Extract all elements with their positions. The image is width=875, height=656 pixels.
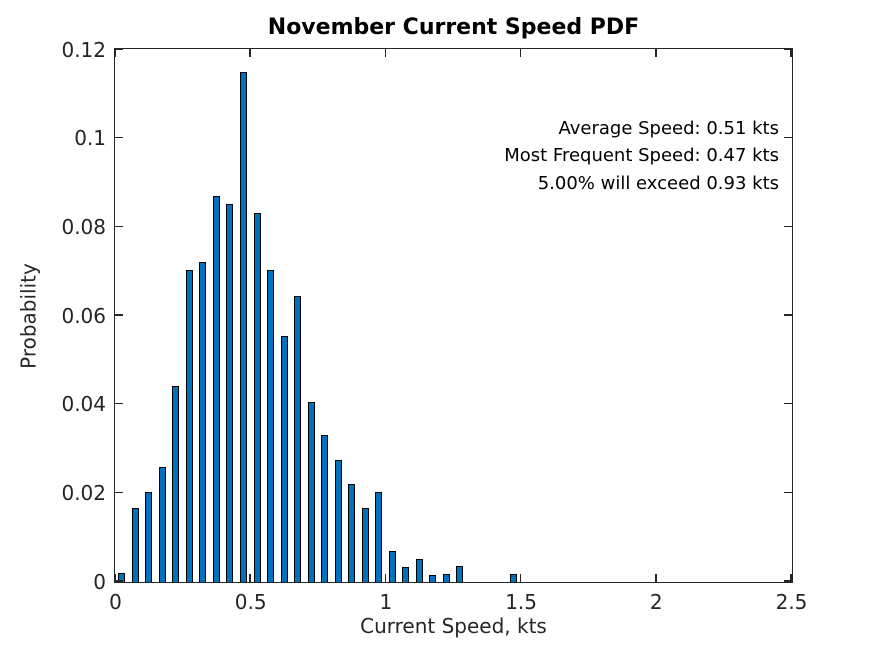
histogram-bar xyxy=(361,508,369,582)
histogram-bar xyxy=(348,484,356,582)
histogram-bar xyxy=(185,270,193,582)
left-axis-tick xyxy=(115,491,123,494)
y-tick-label: 0.02 xyxy=(61,480,106,505)
bottom-axis-tick xyxy=(655,574,657,582)
annotation-most-frequent-speed: Most Frequent Speed: 0.47 kts xyxy=(504,145,779,167)
histogram-bar xyxy=(212,196,220,582)
histogram-bar xyxy=(253,213,261,582)
right-axis-tick xyxy=(784,402,792,405)
histogram-bar xyxy=(442,574,450,582)
y-tick-label: 0.12 xyxy=(61,37,106,62)
right-axis-tick xyxy=(784,314,792,316)
histogram-bar xyxy=(321,435,329,582)
histogram-bar xyxy=(334,460,342,582)
x-tick-label: 1 xyxy=(379,590,393,614)
right-axis-tick xyxy=(784,48,792,50)
left-axis-tick xyxy=(115,48,123,50)
histogram-bar xyxy=(145,492,153,582)
histogram-bar xyxy=(118,573,126,582)
left-axis-tick xyxy=(115,314,123,316)
histogram-bar xyxy=(172,386,180,582)
stats-annotation: Average Speed: 0.51 kts Most Frequent Sp… xyxy=(504,115,779,197)
histogram-bar xyxy=(226,204,234,582)
bottom-axis-tick xyxy=(114,574,116,582)
left-axis-tick xyxy=(115,136,123,139)
left-axis-tick xyxy=(115,225,123,228)
left-axis-tick xyxy=(115,402,123,405)
x-tick-label: 1.5 xyxy=(505,590,537,614)
histogram-bar xyxy=(415,559,423,582)
histogram-bar xyxy=(388,551,396,582)
histogram-bar xyxy=(267,270,274,582)
bottom-axis-tick xyxy=(519,574,522,582)
x-tick-label: 2 xyxy=(649,590,663,614)
plot-area xyxy=(114,48,793,583)
bottom-axis-tick xyxy=(384,574,387,582)
right-axis-tick xyxy=(784,491,792,494)
top-axis-tick xyxy=(114,49,116,57)
histogram-bar xyxy=(158,467,166,582)
x-tick-label: 2.5 xyxy=(775,590,808,614)
histogram-bar xyxy=(294,296,301,582)
top-axis-tick xyxy=(519,49,522,57)
y-tick-label: 0.08 xyxy=(61,214,106,239)
chart-title: November Current Speed PDF xyxy=(267,15,640,40)
histogram-bar xyxy=(375,492,383,582)
right-axis-tick xyxy=(784,225,792,228)
histogram-bar xyxy=(510,574,518,582)
x-axis-label: Current Speed, kts xyxy=(360,614,547,638)
y-tick-label: 0.06 xyxy=(61,303,106,328)
histogram-bar xyxy=(280,336,288,582)
annotation-average-speed: Average Speed: 0.51 kts xyxy=(558,118,779,139)
x-tick-label: 0 xyxy=(109,590,122,614)
top-axis-tick xyxy=(790,49,792,57)
annotation-exceedance: 5.00% will exceed 0.93 kts xyxy=(537,172,779,194)
right-axis-tick xyxy=(784,136,792,139)
histogram-bar xyxy=(307,402,315,582)
y-tick-label: 0 xyxy=(93,569,106,594)
histogram-bar xyxy=(199,262,207,582)
histogram-bar xyxy=(402,567,410,582)
right-axis-tick xyxy=(784,580,792,582)
histogram-bar xyxy=(131,508,139,582)
y-tick-label: 0.1 xyxy=(74,126,106,151)
bottom-axis-tick xyxy=(790,574,792,582)
histogram-bar xyxy=(429,575,437,582)
top-axis-tick xyxy=(249,49,251,57)
histogram-bar xyxy=(456,566,464,582)
top-axis-tick xyxy=(384,49,387,57)
left-axis-tick xyxy=(115,580,123,582)
histogram-bar xyxy=(239,72,247,582)
y-tick-label: 0.04 xyxy=(61,392,106,417)
x-tick-label: 0.5 xyxy=(234,590,267,614)
top-axis-tick xyxy=(655,49,657,57)
bottom-axis-tick xyxy=(249,574,251,582)
